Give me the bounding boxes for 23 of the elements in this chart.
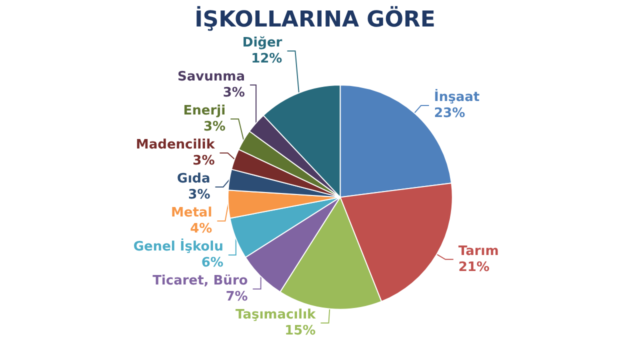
data-label: 12% [251,52,282,66]
slice-label: Tarım [458,244,499,259]
data-label: 4% [190,222,212,236]
slice-label: Ticaret, Büro [152,274,248,288]
data-label: 21% [458,260,490,275]
data-label: 15% [284,324,316,338]
slice-label: Metal [170,206,212,220]
slice-label: Enerji [183,104,226,118]
slice-label: Gıda [177,172,210,186]
data-label: 3% [203,120,226,134]
data-label: 6% [201,256,224,270]
slice-label: Taşımacılık [235,308,316,322]
data-label: 23% [434,106,466,122]
data-label: 7% [226,290,248,304]
slice-label: Diğer [242,36,283,50]
slice-label: İnşaat [434,88,480,106]
data-label: 3% [188,188,210,202]
data-label: 3% [192,154,215,168]
chart-title: İŞKOLLARINA GÖRE [194,6,436,32]
slice-label: Savunma [178,70,245,84]
slice-label: Madencilik [136,138,216,152]
data-label: 3% [222,86,245,100]
slice-label: Genel İşkolu [133,238,224,254]
